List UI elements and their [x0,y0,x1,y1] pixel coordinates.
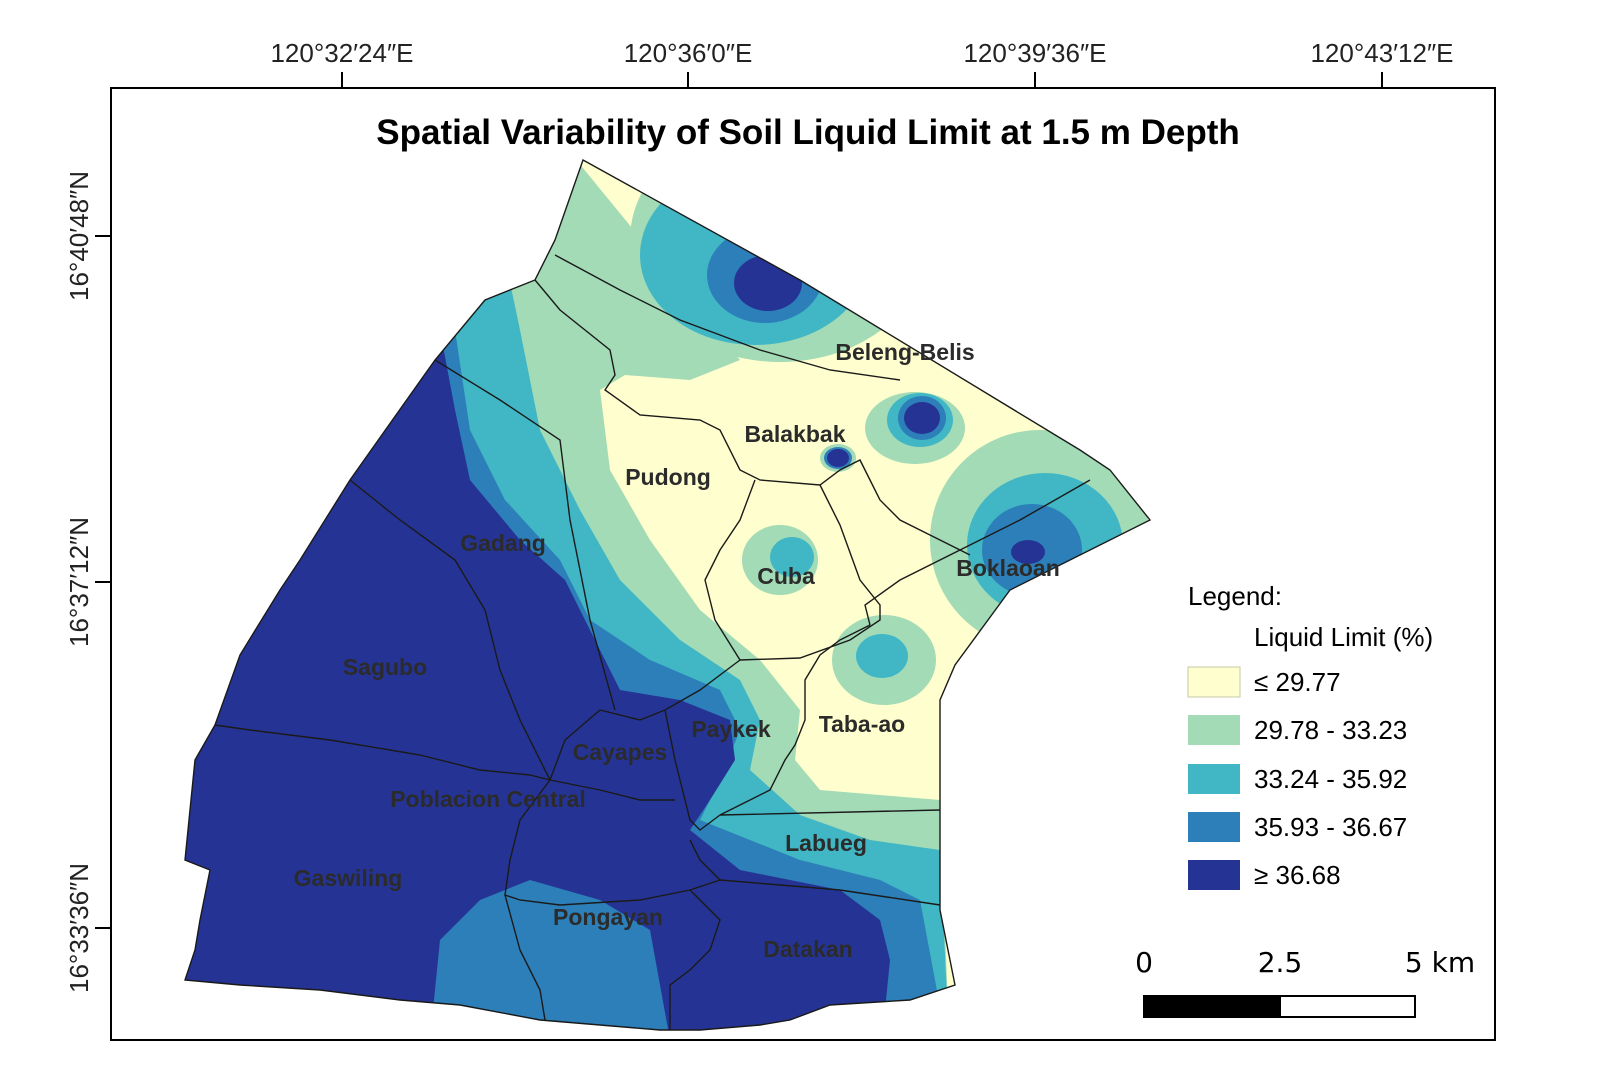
legend-label-5: ≥ 36.68 [1254,860,1341,890]
legend-swatch-2 [1188,715,1240,745]
legend-label-1: ≤ 29.77 [1254,667,1341,697]
longitude-label-2: 120°36′0″E [624,38,753,68]
legend-swatch-1 [1187,666,1241,698]
latitude-label-3: 16°33′36″N [64,863,94,993]
legend-label-4: 35.93 - 36.67 [1254,812,1407,842]
latitude-axis: 16°40′48″N 16°37′12″N 16°33′36″N [64,171,111,993]
latitude-label-1: 16°40′48″N [64,171,94,301]
legend-subheading: Liquid Limit (%) [1254,622,1433,652]
scale-label-2-5: 2.5 [1258,946,1303,979]
label-paykek: Paykek [691,716,771,742]
legend-label-3: 33.24 - 35.92 [1254,764,1407,794]
barangay-labels: Beleng-Belis Balakbak Pudong Gadang Cuba… [294,339,1060,962]
longitude-axis: 120°32′24″E 120°36′0″E 120°39′36″E 120°4… [270,38,1454,88]
scale-bar-black-segment [1143,995,1281,1018]
label-pudong: Pudong [625,464,711,490]
legend-swatch-5 [1188,860,1240,890]
scale-label-5km: 5 km [1405,946,1475,979]
label-cuba: Cuba [757,563,815,589]
label-gaswiling: Gaswiling [294,865,403,891]
longitude-label-1: 120°32′24″E [270,38,413,68]
map-title: Spatial Variability of Soil Liquid Limit… [376,113,1239,152]
legend-swatch-3 [1188,764,1240,794]
label-beleng-belis: Beleng-Belis [835,339,974,365]
study-area-outline [184,158,1152,1031]
legend-heading: Legend: [1188,581,1282,611]
label-sagubo: Sagubo [343,654,427,680]
scale-bar: 0 2.5 5 km [1135,946,1475,1018]
label-cayapes: Cayapes [573,739,668,765]
label-labueg: Labueg [785,830,867,856]
barangay-boundaries [214,254,1091,1030]
longitude-label-3: 120°39′36″E [963,38,1106,68]
latitude-label-2: 16°37′12″N [64,517,94,647]
legend: Legend: Liquid Limit (%) ≤ 29.77 29.78 -… [1187,581,1433,890]
label-balakbak: Balakbak [744,421,845,447]
label-taba-ao: Taba-ao [819,711,905,737]
longitude-label-4: 120°43′12″E [1310,38,1453,68]
legend-label-2: 29.78 - 33.23 [1254,715,1407,745]
scale-label-0: 0 [1135,946,1153,979]
label-gadang: Gadang [460,530,546,556]
label-pongayan: Pongayan [553,904,663,930]
legend-swatch-4 [1188,812,1240,842]
label-boklaoan: Boklaoan [956,555,1060,581]
label-poblacion-central: Poblacion Central [390,786,586,812]
scale-bar-white-segment [1279,995,1416,1018]
label-datakan: Datakan [763,936,852,962]
